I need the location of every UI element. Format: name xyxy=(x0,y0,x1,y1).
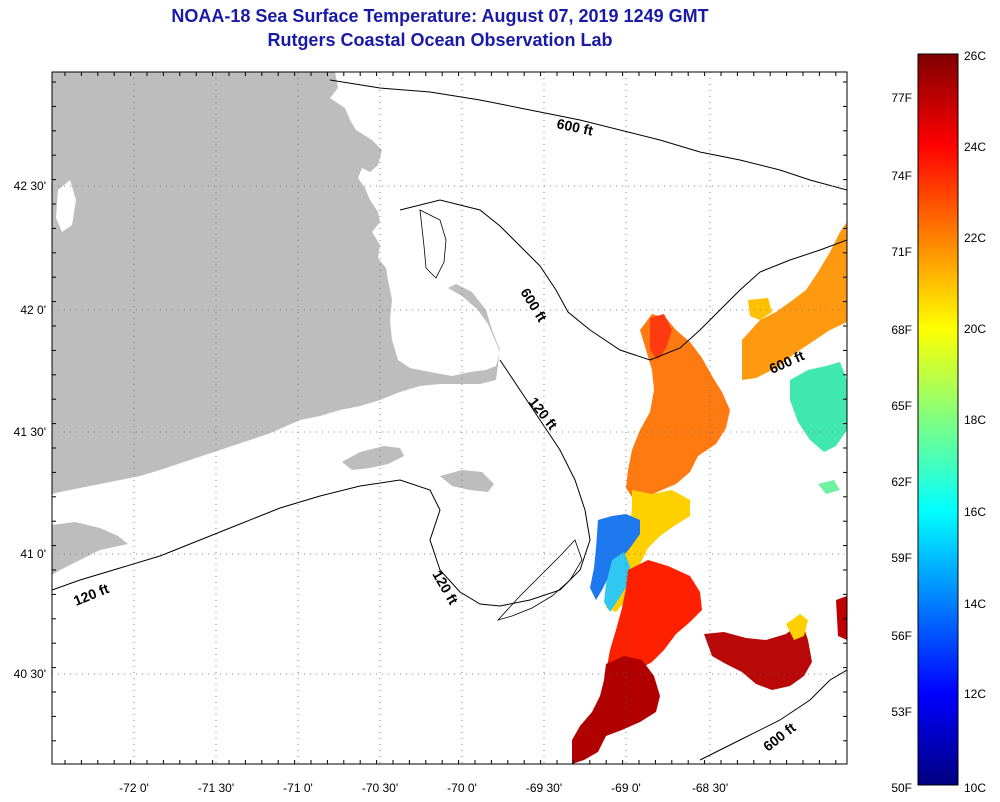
colorbar-f-label: 65F xyxy=(891,399,912,413)
depth-contour-basin xyxy=(419,209,447,279)
colorbar-c-label: 26C xyxy=(964,49,986,63)
colorbar-f-label: 50F xyxy=(891,781,912,795)
lat-label: 42 30' xyxy=(14,179,46,193)
sst-patch-darkred-south xyxy=(572,656,660,764)
sst-patch-cyan xyxy=(604,552,630,612)
depth-contour-600ft-north xyxy=(329,79,847,191)
colorbar-c-label: 10C xyxy=(964,781,986,795)
colorbar-c-label: 16C xyxy=(964,505,986,519)
colorbar-c-label: 22C xyxy=(964,231,986,245)
depth-contour-600ft-central xyxy=(399,199,847,361)
colorbar-f-label: 56F xyxy=(891,629,912,643)
latitude-labels: 42 30' 42 0' 41 30' 41 0' 40 30' xyxy=(14,179,46,681)
sst-patch-blue xyxy=(590,514,640,600)
lon-label: -71 0' xyxy=(283,781,313,795)
colorbar-c-label: 18C xyxy=(964,413,986,427)
colorbar-c-label: 12C xyxy=(964,687,986,701)
contour-label: 600 ft xyxy=(555,115,594,138)
lon-label: -70 30' xyxy=(362,781,398,795)
colorbar-f-label: 59F xyxy=(891,551,912,565)
sst-patch-orange-north xyxy=(626,314,730,500)
colorbar-f-label: 74F xyxy=(891,169,912,183)
longitude-labels: -72 0' -71 30' -71 0' -70 30' -70 0' -69… xyxy=(119,781,728,795)
map-title: NOAA-18 Sea Surface Temperature: August … xyxy=(171,6,709,26)
sst-patch-orange-ne xyxy=(742,222,847,380)
sst-patch-green-ne xyxy=(790,362,847,452)
contour-label: 600 ft xyxy=(760,719,799,754)
contour-label: 120 ft xyxy=(71,580,111,609)
axis-ticks xyxy=(52,72,847,764)
contour-label: 600 ft xyxy=(517,285,550,325)
sst-patch-darkred-edge xyxy=(836,596,847,640)
colorbar-f-label: 68F xyxy=(891,323,912,337)
lat-label: 42 0' xyxy=(20,303,46,317)
colorbar-f-label: 77F xyxy=(891,91,912,105)
map-frame xyxy=(51,71,848,765)
sst-patch-darkred-east xyxy=(704,622,812,690)
sst-patch-yellow-ne xyxy=(748,298,772,320)
colorbar-f-label: 62F xyxy=(891,475,912,489)
lon-label: -71 30' xyxy=(198,781,234,795)
lon-label: -69 0' xyxy=(611,781,641,795)
lat-label: 41 30' xyxy=(14,425,46,439)
lon-label: -72 0' xyxy=(119,781,149,795)
contour-label: 120 ft xyxy=(526,394,561,433)
sst-patch-yellow-east xyxy=(786,614,808,640)
colorbar-f-label: 53F xyxy=(891,705,912,719)
contour-label: 120 ft xyxy=(429,568,461,608)
depth-contour-120ft xyxy=(52,359,591,607)
sst-patch-green-small xyxy=(818,480,840,494)
land-nantucket xyxy=(440,470,494,492)
colorbar-f-label: 71F xyxy=(891,245,912,259)
sst-patch-red-north xyxy=(650,314,672,360)
lon-label: -70 0' xyxy=(447,781,477,795)
colorbar-c-label: 14C xyxy=(964,597,986,611)
inland-lake xyxy=(56,180,76,232)
colorbar-fahrenheit-labels: 77F 74F 71F 68F 65F 62F 59F 56F 53F 50F xyxy=(891,91,912,795)
sst-patch-red-middle xyxy=(606,560,702,680)
land-new-england xyxy=(52,72,500,494)
lat-label: 40 30' xyxy=(14,667,46,681)
graticule xyxy=(52,72,847,764)
depth-contour-600ft-south xyxy=(699,669,847,761)
map-subtitle: Rutgers Coastal Ocean Observation Lab xyxy=(267,30,613,50)
colorbar-celsius-labels: 26C 24C 22C 20C 18C 16C 14C 12C 10C xyxy=(964,49,986,795)
depth-contour-shoal xyxy=(496,539,583,621)
land-marthas-vineyard xyxy=(342,446,404,470)
land-coastal-fragment xyxy=(52,522,128,575)
lon-label: -68 30' xyxy=(692,781,728,795)
colorbar-c-label: 20C xyxy=(964,322,986,336)
colorbar-c-label: 24C xyxy=(964,140,986,154)
colorbar xyxy=(917,53,959,786)
lat-label: 41 0' xyxy=(20,547,46,561)
lon-label: -69 30' xyxy=(526,781,562,795)
